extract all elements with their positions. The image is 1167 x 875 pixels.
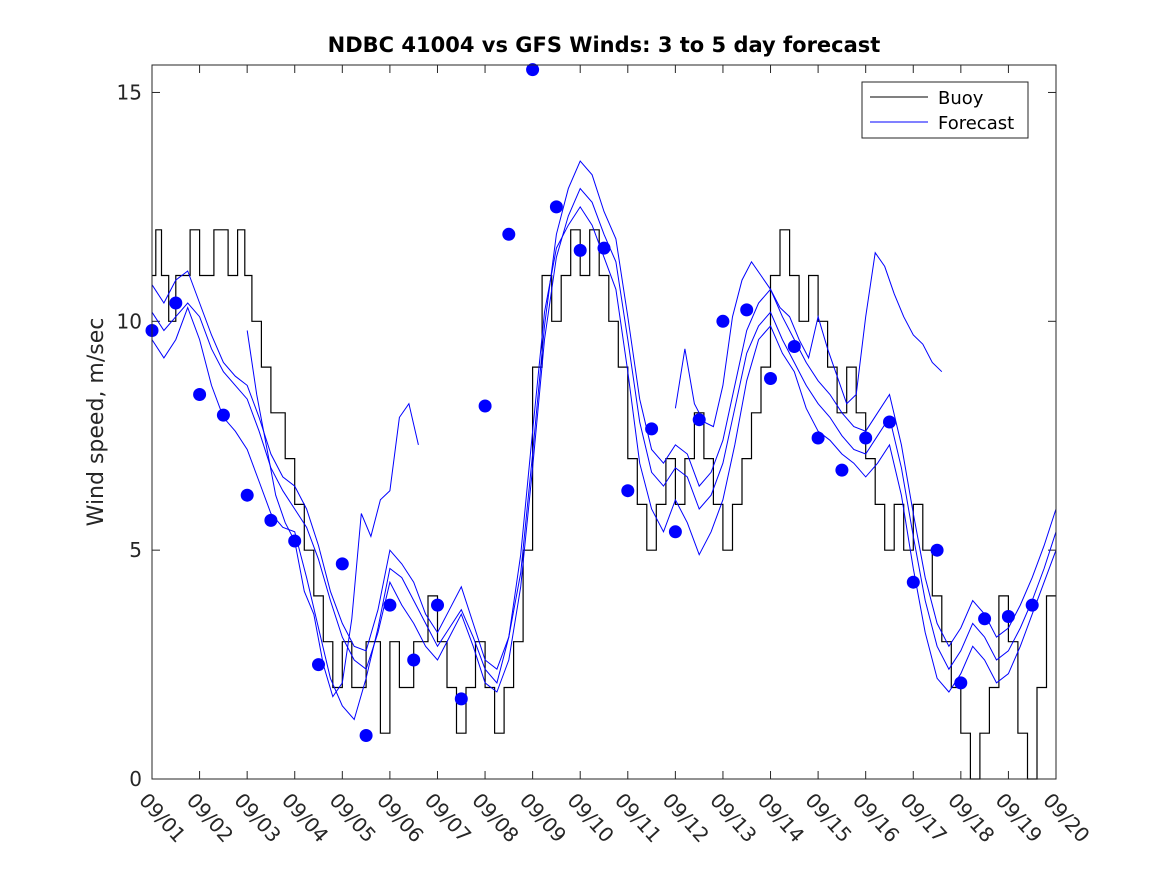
forecast-marker [1025,598,1039,612]
forecast-marker [954,676,968,690]
forecast-marker [859,431,873,445]
y-axis-ticks: 0 5 10 15 [117,80,1056,791]
forecast-series-line [151,205,1057,721]
forecast-marker [335,557,349,571]
x-tick-label: 09/16 [848,788,904,847]
y-tick-label: 15 [117,80,142,104]
x-tick-label: 09/09 [515,788,571,847]
x-tick-label: 09/10 [562,788,618,847]
legend-buoy-label: Buoy [938,88,984,109]
forecast-marker [978,612,992,626]
chart-title: NDBC 41004 vs GFS Winds: 3 to 5 day fore… [328,33,881,57]
x-tick-label: 09/02 [182,788,238,847]
x-tick-label: 09/14 [753,788,809,847]
forecast-marker [621,484,635,498]
forecast-marker [431,598,444,612]
forecast-marker [216,408,230,422]
legend-forecast-label: Forecast [938,113,1014,134]
x-tick-label: 09/13 [705,788,761,847]
forecast-marker [526,63,540,77]
forecast-marker [930,543,944,557]
forecast-marker [240,488,254,502]
forecast-marker [811,431,825,445]
forecast-marker [169,296,183,310]
forecast-marker [787,340,801,353]
forecast-marker [692,413,706,427]
y-tick-label: 0 [129,767,142,791]
forecast-series-line [151,160,1057,671]
forecast-marker [573,243,587,257]
y-tick-label: 5 [129,538,142,562]
legend-box [861,81,1029,139]
x-tick-label: 09/15 [800,788,856,847]
forecast-marker [407,653,421,667]
forecast-marker [454,692,468,706]
forecast-marker [359,729,373,742]
x-tick-label: 09/05 [325,788,381,847]
x-tick-label: 09/17 [896,788,952,847]
x-tick-label: 09/11 [610,788,666,847]
forecast-marker [502,227,516,241]
forecast-marker [645,422,659,436]
forecast-marker [740,303,754,317]
forecast-marker [716,314,730,328]
forecast-marker [383,598,397,612]
forecast-marker [288,534,302,548]
forecast-series-line [674,251,943,428]
forecast-series-line [246,330,419,698]
x-tick-label: 09/03 [229,788,285,847]
y-axis-label: Wind speed, m/sec [84,318,109,527]
legend: Buoy Forecast [861,81,1029,139]
series-layer [151,160,1057,780]
forecast-marker [193,388,207,401]
forecast-series-line [151,187,1057,693]
x-tick-label: 09/07 [420,788,476,847]
buoy-series-line [152,229,1056,780]
forecast-marker [597,241,611,255]
forecast-marker [312,658,325,672]
forecast-marker [764,372,777,385]
forecast-marker [264,513,278,527]
forecast-marker [835,463,849,477]
marker-layer [145,63,1039,742]
plot-area [152,65,1056,779]
forecast-marker [1001,610,1015,623]
forecast-marker [883,415,896,429]
x-tick-label: 09/20 [1038,788,1094,847]
forecast-marker [549,200,563,214]
x-tick-label: 09/04 [277,788,333,847]
x-tick-label: 09/01 [134,788,190,847]
forecast-marker [478,399,492,413]
x-tick-label: 09/12 [658,788,714,847]
y-tick-label: 10 [117,309,142,333]
x-tick-label: 09/19 [991,788,1047,847]
x-tick-label: 09/08 [467,788,523,847]
forecast-marker [906,575,920,589]
forecast-marker [668,525,682,539]
x-tick-label: 09/06 [372,788,428,847]
plot-frame [151,64,1057,780]
x-tick-label: 09/18 [943,788,999,847]
